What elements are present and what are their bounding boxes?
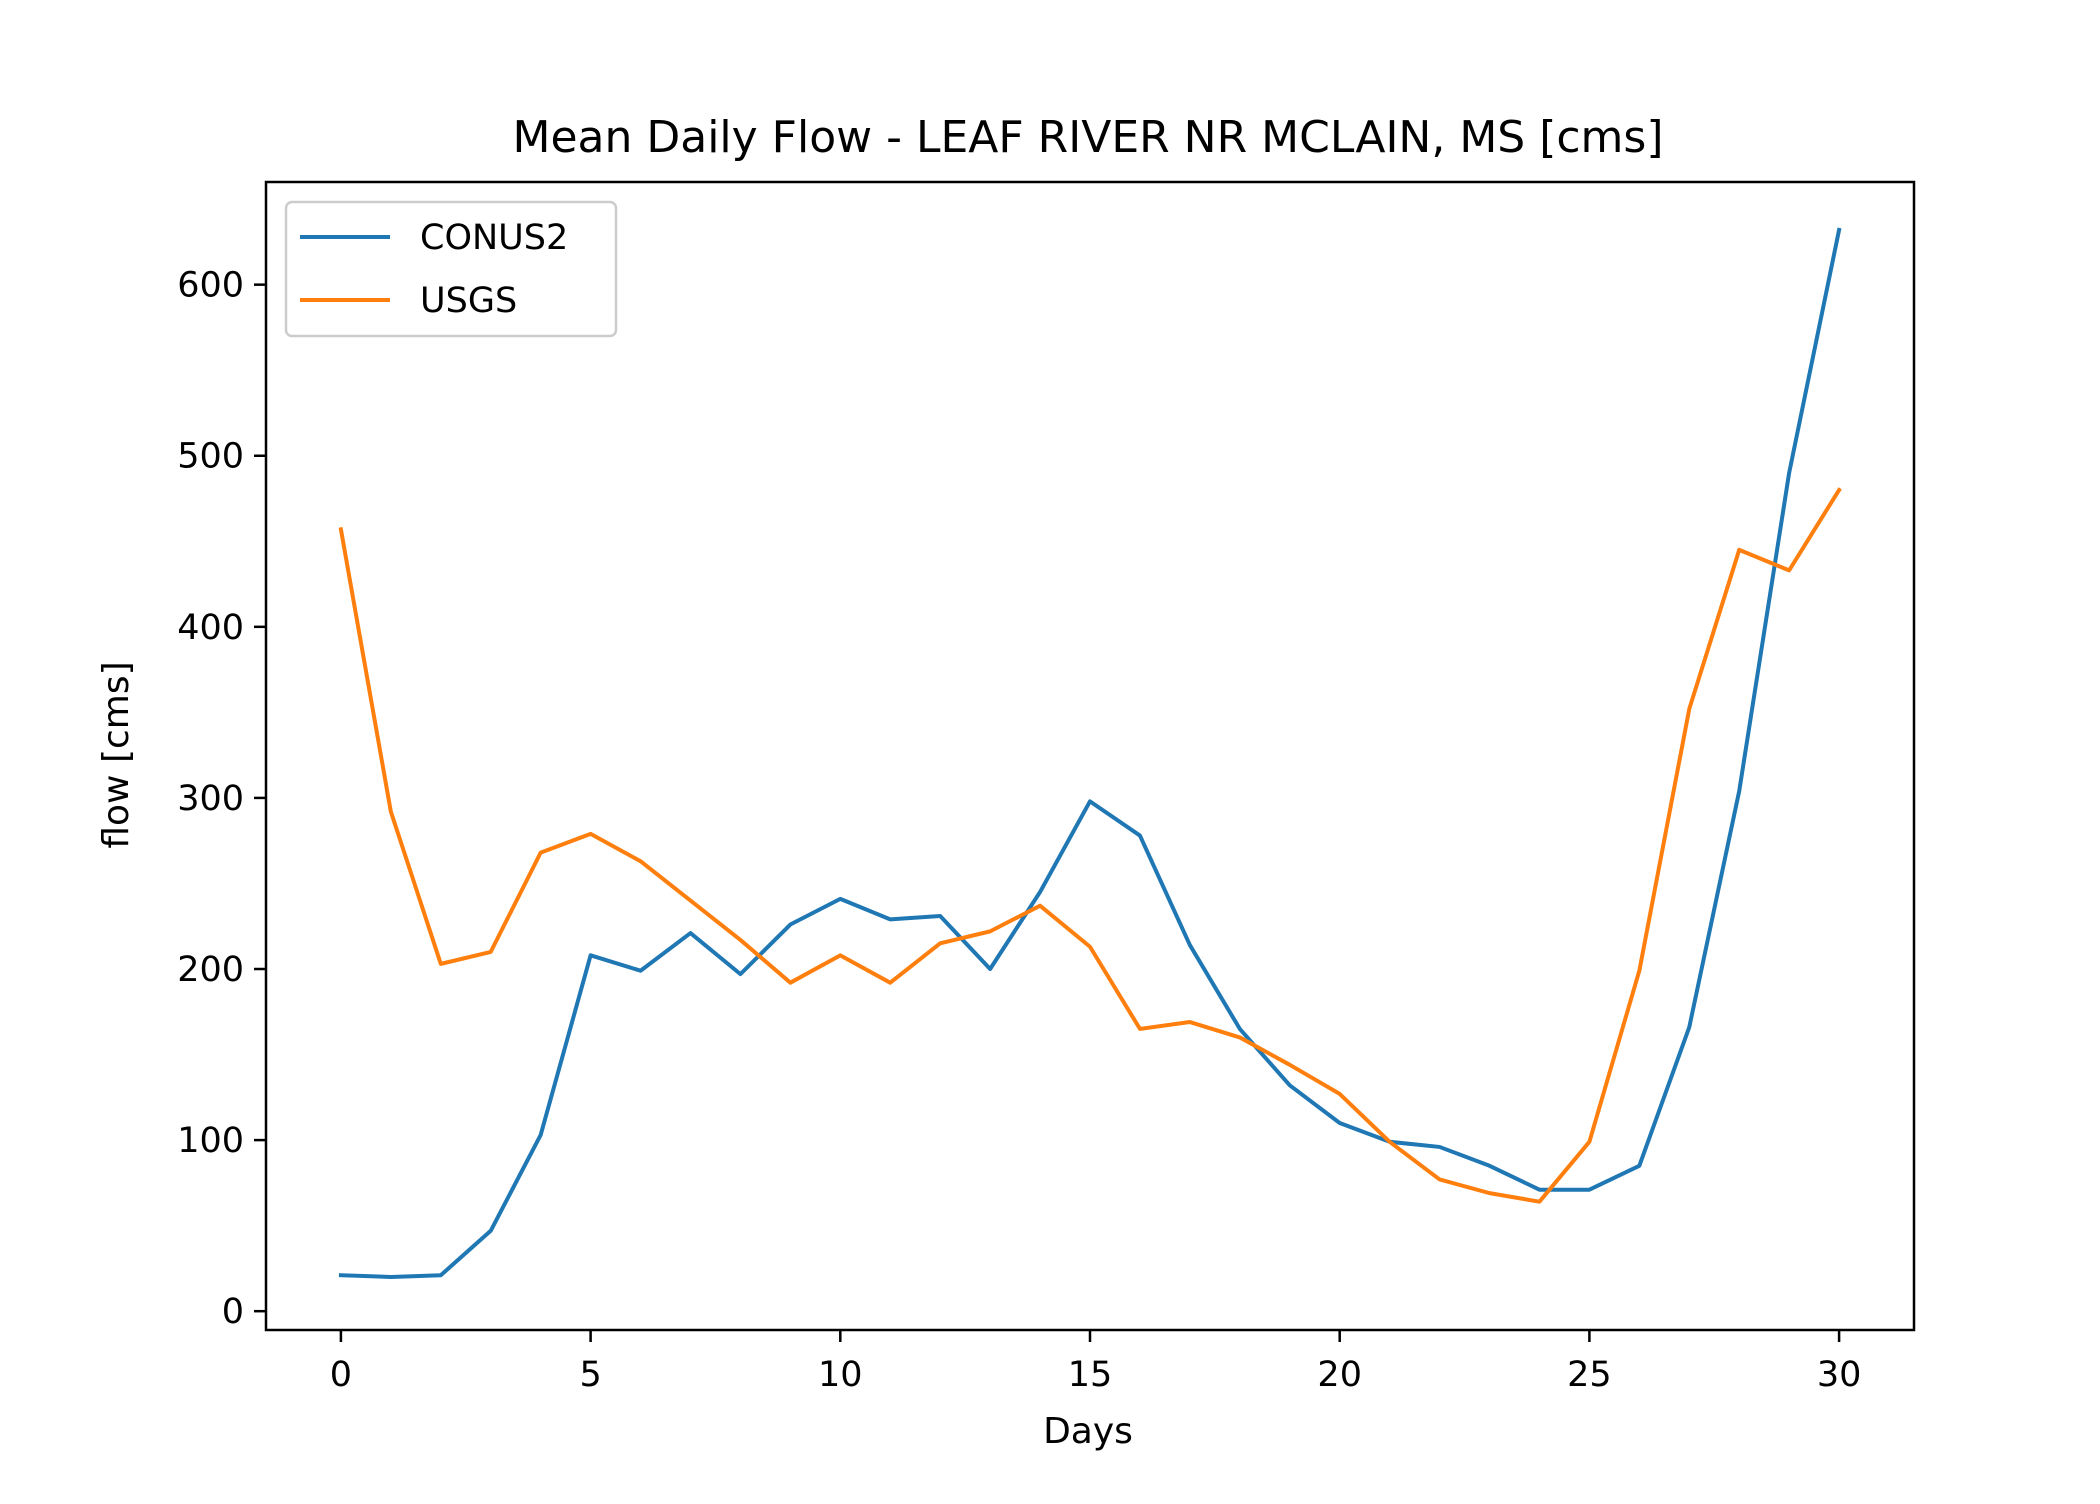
y-tick-label: 100 [177, 1121, 244, 1161]
chart-title: Mean Daily Flow - LEAF RIVER NR MCLAIN, … [512, 112, 1663, 163]
data-point-usgs [1438, 1177, 1442, 1181]
plot-area-frame [264, 180, 1916, 1332]
data-point-conus2 [788, 923, 792, 927]
data-point-conus2 [1637, 1164, 1641, 1168]
data-point-usgs [539, 851, 543, 855]
series-conus2 [338, 227, 1842, 1279]
x-axis-label: Days [1043, 1411, 1133, 1452]
data-point-conus2 [838, 897, 842, 901]
legend: CONUS2 USGS [284, 200, 618, 338]
x-tick-label: 30 [1817, 1355, 1862, 1395]
data-point-usgs [1488, 1191, 1492, 1195]
series-layer [338, 227, 1842, 1279]
data-point-conus2 [938, 914, 942, 918]
data-point-conus2 [1488, 1164, 1492, 1168]
data-point-conus2 [1687, 1025, 1691, 1029]
x-tick-label: 0 [330, 1355, 352, 1395]
data-point-usgs [1338, 1092, 1342, 1096]
data-point-usgs [688, 899, 692, 903]
data-point-conus2 [1188, 943, 1192, 947]
data-point-conus2 [339, 1273, 343, 1277]
data-point-usgs [639, 859, 643, 863]
data-point-usgs [589, 832, 593, 836]
data-point-usgs [1188, 1020, 1192, 1024]
data-point-usgs [838, 953, 842, 957]
data-point-usgs [1088, 945, 1092, 949]
y-tick-label: 200 [177, 950, 244, 990]
data-point-usgs [738, 938, 742, 942]
y-tick-label: 600 [177, 266, 244, 306]
data-point-usgs [788, 981, 792, 985]
data-point-conus2 [1737, 789, 1741, 793]
y-tick-label: 400 [177, 608, 244, 648]
data-point-usgs [1837, 488, 1841, 492]
data-point-usgs [938, 941, 942, 945]
data-point-conus2 [1288, 1083, 1292, 1087]
x-axis-ticks: 0 5 10 15 20 25 30 [330, 1330, 1862, 1395]
series-line-conus2 [338, 227, 1842, 1279]
data-point-usgs [1238, 1035, 1242, 1039]
y-tick-label: 500 [177, 437, 244, 477]
y-axis-label: flow [cms] [96, 661, 137, 848]
data-point-usgs [1687, 707, 1691, 711]
data-point-conus2 [1837, 228, 1841, 232]
data-point-conus2 [1438, 1145, 1442, 1149]
data-point-conus2 [1088, 799, 1092, 803]
data-point-conus2 [1787, 471, 1791, 475]
data-point-conus2 [539, 1133, 543, 1137]
data-point-usgs [1737, 548, 1741, 552]
data-point-usgs [1038, 904, 1042, 908]
data-point-conus2 [1338, 1121, 1342, 1125]
data-point-usgs [439, 962, 443, 966]
x-tick-label: 20 [1317, 1355, 1362, 1395]
y-axis-ticks: 0 100 200 300 400 500 600 [177, 266, 266, 1332]
data-point-conus2 [439, 1273, 443, 1277]
x-tick-label: 15 [1068, 1355, 1113, 1395]
data-point-conus2 [888, 917, 892, 921]
series-usgs [338, 487, 1842, 1204]
data-point-conus2 [639, 969, 643, 973]
data-point-usgs [389, 810, 393, 814]
data-point-usgs [1288, 1063, 1292, 1067]
data-point-conus2 [988, 967, 992, 971]
series-line-usgs [338, 487, 1842, 1204]
data-point-conus2 [489, 1229, 493, 1233]
data-point-usgs [489, 950, 493, 954]
legend-label-usgs: USGS [420, 281, 517, 321]
x-tick-label: 25 [1567, 1355, 1612, 1395]
data-point-conus2 [1038, 890, 1042, 894]
data-point-usgs [1138, 1027, 1142, 1031]
data-point-usgs [1787, 568, 1791, 572]
x-tick-label: 10 [818, 1355, 863, 1395]
data-point-conus2 [1587, 1188, 1591, 1192]
data-point-conus2 [688, 931, 692, 935]
data-point-conus2 [1138, 834, 1142, 838]
data-point-usgs [1388, 1140, 1392, 1144]
y-tick-label: 0 [222, 1292, 244, 1332]
data-point-usgs [988, 929, 992, 933]
data-point-conus2 [1238, 1027, 1242, 1031]
data-point-conus2 [389, 1275, 393, 1279]
data-point-usgs [1587, 1140, 1591, 1144]
data-point-conus2 [1537, 1188, 1541, 1192]
x-tick-label: 5 [579, 1355, 601, 1395]
data-point-usgs [1637, 969, 1641, 973]
data-point-usgs [888, 981, 892, 985]
data-point-usgs [1537, 1200, 1541, 1204]
data-point-conus2 [738, 972, 742, 976]
legend-label-conus2: CONUS2 [420, 218, 568, 258]
y-tick-label: 300 [177, 779, 244, 819]
data-point-usgs [339, 527, 343, 531]
data-point-conus2 [589, 953, 593, 957]
